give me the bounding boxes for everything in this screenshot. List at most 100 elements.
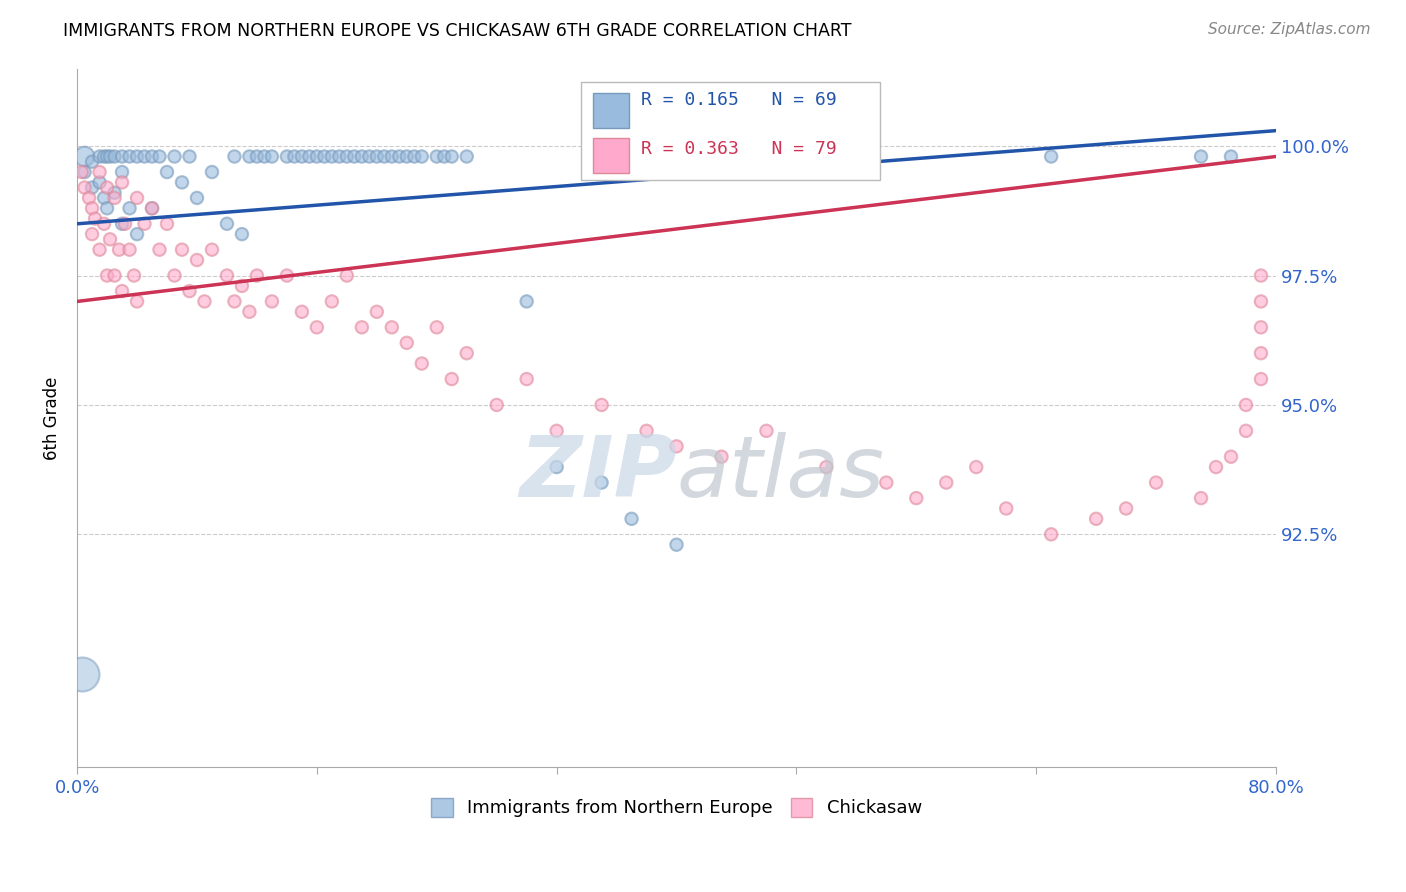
Point (591, 475, 613, 490)
Point (336, 149, 359, 163)
Point (201, 243, 224, 257)
Point (276, 149, 298, 163)
Point (111, 284, 134, 298)
Point (456, 346, 478, 360)
Point (546, 424, 568, 438)
Point (73, 165, 96, 179)
Point (108, 243, 131, 257)
FancyBboxPatch shape (581, 82, 880, 180)
Text: atlas: atlas (676, 433, 884, 516)
Point (1250, 346, 1272, 360)
Point (388, 149, 411, 163)
Point (359, 149, 381, 163)
Point (665, 439, 688, 453)
Point (710, 450, 733, 464)
Point (103, 186, 125, 200)
Point (134, 217, 156, 231)
Point (96, 149, 118, 163)
Point (440, 372, 463, 386)
Point (1234, 424, 1257, 438)
Point (433, 149, 456, 163)
Point (73, 149, 96, 163)
Point (238, 305, 260, 319)
Point (186, 191, 208, 205)
Point (170, 243, 193, 257)
Point (111, 149, 134, 163)
Point (118, 149, 141, 163)
Point (231, 227, 253, 241)
Point (96, 201, 118, 215)
Point (291, 149, 314, 163)
Point (1040, 149, 1063, 163)
Point (93, 217, 115, 231)
Bar (592, 93, 628, 128)
Point (426, 320, 449, 334)
Point (875, 475, 897, 490)
Point (305, 149, 328, 163)
Point (89, 243, 111, 257)
Point (125, 294, 148, 309)
Point (456, 149, 478, 163)
Point (246, 268, 269, 283)
Text: R = 0.363   N = 79: R = 0.363 N = 79 (641, 140, 837, 158)
Point (224, 294, 246, 309)
Point (224, 149, 246, 163)
Point (201, 165, 224, 179)
Point (298, 149, 321, 163)
Point (305, 320, 328, 334)
Point (170, 175, 193, 189)
Point (1115, 501, 1137, 516)
Point (815, 149, 838, 163)
Point (1189, 149, 1212, 163)
Point (328, 149, 350, 163)
Point (591, 398, 613, 412)
Point (995, 501, 1018, 516)
Point (815, 460, 838, 475)
Point (238, 149, 260, 163)
Point (231, 279, 253, 293)
Point (103, 191, 125, 205)
Point (665, 538, 688, 552)
Point (1040, 527, 1063, 541)
Point (1250, 294, 1272, 309)
Point (215, 217, 238, 231)
Text: IMMIGRANTS FROM NORTHERN EUROPE VS CHICKASAW 6TH GRADE CORRELATION CHART: IMMIGRANTS FROM NORTHERN EUROPE VS CHICK… (63, 22, 852, 40)
Point (114, 217, 136, 231)
Point (366, 305, 388, 319)
Point (73, 180, 96, 194)
Point (516, 372, 538, 386)
Point (122, 268, 145, 283)
Point (156, 165, 179, 179)
Point (179, 149, 201, 163)
Point (411, 357, 433, 371)
Point (70, 667, 93, 681)
Point (373, 149, 395, 163)
Point (253, 149, 276, 163)
Point (321, 149, 343, 163)
Point (134, 149, 156, 163)
Point (125, 227, 148, 241)
Point (77, 191, 100, 205)
Point (148, 243, 170, 257)
Point (141, 201, 163, 215)
Point (141, 149, 163, 163)
Point (636, 424, 658, 438)
Point (125, 191, 148, 205)
Point (381, 320, 404, 334)
Text: R = 0.165   N = 69: R = 0.165 N = 69 (641, 91, 837, 109)
Point (89, 165, 111, 179)
Point (350, 149, 373, 163)
Point (965, 460, 987, 475)
Point (314, 149, 336, 163)
Point (80, 154, 103, 169)
Point (336, 268, 359, 283)
Point (404, 149, 426, 163)
Point (1189, 491, 1212, 505)
Point (156, 217, 179, 231)
Point (103, 268, 125, 283)
Point (186, 253, 208, 268)
Point (84, 211, 107, 226)
Point (89, 175, 111, 189)
Point (179, 284, 201, 298)
Point (381, 149, 404, 163)
